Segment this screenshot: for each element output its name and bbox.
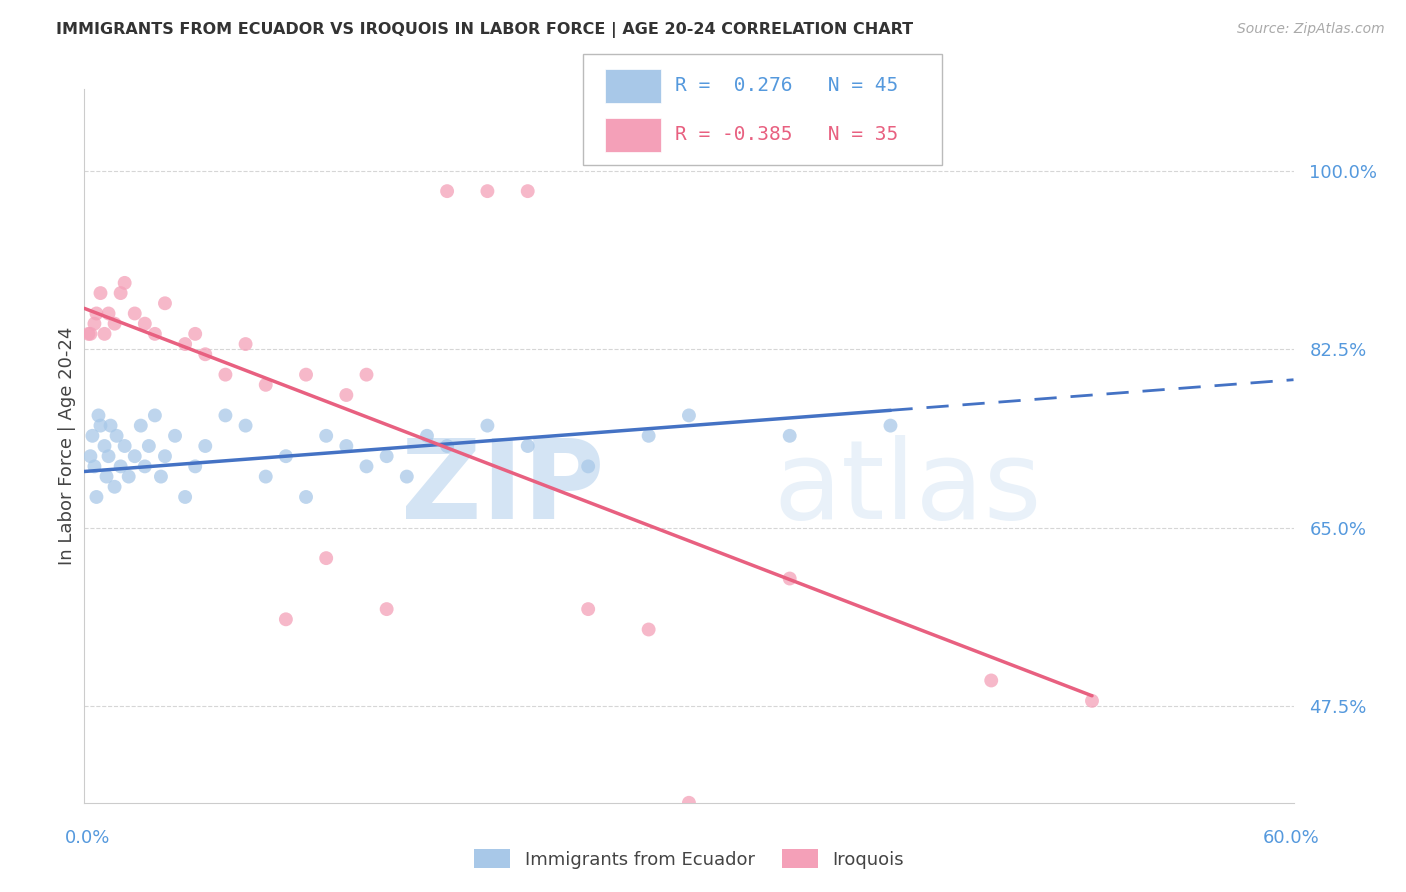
Text: R =  0.276   N = 45: R = 0.276 N = 45 [675,76,898,95]
Point [86,490,108,504]
Point [1081,694,1104,708]
Point [516,184,538,198]
Point [194,347,217,361]
Point [184,326,207,341]
Point [779,429,801,443]
Point [143,326,166,341]
Point [576,602,599,616]
Point [110,459,132,474]
Point [124,306,146,320]
Point [576,459,599,474]
Point [104,317,127,331]
Point [86,306,108,320]
Point [97,449,120,463]
Point [100,418,122,433]
Point [124,449,146,463]
Point [89,286,111,301]
Point [879,418,901,433]
Point [637,429,659,443]
Point [637,623,659,637]
Point [295,368,318,382]
Point [153,296,176,310]
Point [254,377,277,392]
Point [138,439,160,453]
Text: R = -0.385   N = 35: R = -0.385 N = 35 [675,125,898,145]
Point [375,449,398,463]
Point [235,337,257,351]
Point [214,409,236,423]
Point [105,429,128,443]
Point [274,612,297,626]
Point [110,286,132,301]
Point [118,469,141,483]
Point [77,326,100,341]
Point [89,418,111,433]
Point [477,184,499,198]
Point [165,429,187,443]
Point [254,469,277,483]
Point [97,306,120,320]
Point [356,459,378,474]
Point [678,409,700,423]
Point [214,368,236,382]
Point [134,459,156,474]
Point [114,276,136,290]
Legend: Immigrants from Ecuador, Iroquois: Immigrants from Ecuador, Iroquois [467,842,911,876]
Point [114,439,136,453]
Point [82,429,104,443]
Point [315,551,337,566]
Point [143,409,166,423]
Point [295,490,318,504]
Point [315,429,337,443]
Point [93,326,115,341]
Text: 60.0%: 60.0% [1263,829,1319,847]
Text: 0.0%: 0.0% [65,829,110,847]
Point [134,317,156,331]
Point [194,439,217,453]
Point [477,418,499,433]
Point [129,418,152,433]
Point [395,469,418,483]
Point [335,388,357,402]
Y-axis label: In Labor Force | Age 20-24: In Labor Force | Age 20-24 [58,326,76,566]
Point [436,439,458,453]
Point [184,459,207,474]
Point [779,572,801,586]
Point [516,439,538,453]
Point [83,317,105,331]
Point [174,490,197,504]
Point [87,409,110,423]
Point [356,368,378,382]
Point [83,459,105,474]
Text: ZIP: ZIP [401,435,605,542]
Point [678,796,700,810]
Point [174,337,197,351]
Point [274,449,297,463]
Point [96,469,118,483]
Point [235,418,257,433]
Point [79,449,101,463]
Point [104,480,127,494]
Point [375,602,398,616]
Point [149,469,172,483]
Text: Source: ZipAtlas.com: Source: ZipAtlas.com [1237,22,1385,37]
Point [980,673,1002,688]
Point [335,439,357,453]
Point [436,184,458,198]
Point [93,439,115,453]
Point [79,326,101,341]
Point [416,429,439,443]
Text: IMMIGRANTS FROM ECUADOR VS IROQUOIS IN LABOR FORCE | AGE 20-24 CORRELATION CHART: IMMIGRANTS FROM ECUADOR VS IROQUOIS IN L… [56,22,914,38]
Point [153,449,176,463]
Text: atlas: atlas [773,435,1042,542]
